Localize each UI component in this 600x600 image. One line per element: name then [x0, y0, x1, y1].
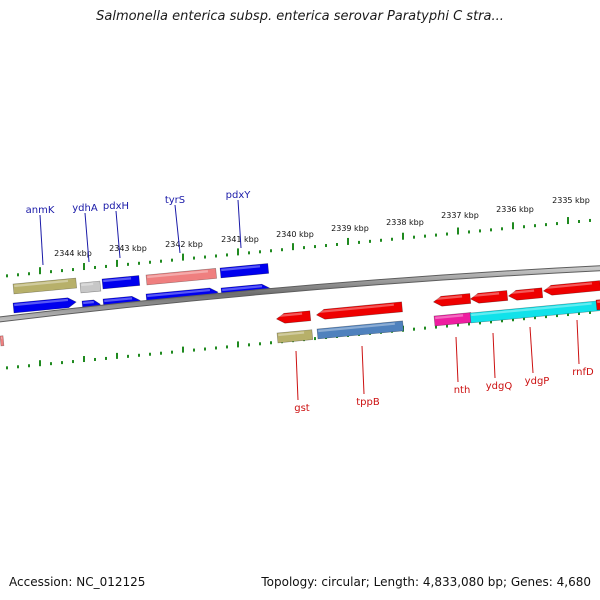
gene-feature[interactable]	[79, 280, 102, 294]
gene-label-pdxH[interactable]: pdxH	[103, 201, 129, 212]
scale-label: 2336 kbp	[496, 205, 534, 214]
gene-labels-layer: anmK ydhA pdxH tyrS pdxY gst tppB nth ydgQ ydgP rn…	[26, 190, 594, 414]
gene-leader-line	[455, 336, 459, 383]
scale-label: 2337 kbp	[441, 211, 479, 220]
accession-label: Accession: NC_012125	[9, 575, 146, 589]
gene-leader-line	[295, 350, 299, 401]
gene-label-ydgQ[interactable]: ydgQ	[486, 381, 513, 392]
scale-label: 2340 kbp	[276, 230, 314, 239]
gene-feature[interactable]	[433, 312, 473, 327]
gene-label-tyrS[interactable]: tyrS	[165, 195, 185, 206]
gene-feature[interactable]	[595, 299, 600, 311]
gene-feature[interactable]	[315, 301, 403, 320]
scale-label: 2338 kbp	[386, 218, 424, 227]
scale-label: 2344 kbp	[54, 249, 92, 258]
map-title: Salmonella enterica subsp. enterica sero…	[96, 9, 504, 24]
gene-label-tppB[interactable]: tppB	[356, 397, 380, 408]
gene-feature[interactable]	[316, 320, 404, 340]
gene-feature[interactable]	[12, 277, 77, 295]
backbone-layer	[0, 265, 600, 323]
upper-ticks-layer	[6, 217, 591, 278]
gene-label-ydhA[interactable]: ydhA	[72, 203, 98, 214]
gene-leader-line	[492, 332, 496, 379]
gene-feature[interactable]	[219, 263, 270, 279]
gene-leader-line	[39, 214, 44, 266]
gene-feature[interactable]	[12, 297, 77, 314]
gene-label-nth[interactable]: nth	[454, 385, 471, 396]
gene-label-gst[interactable]: gst	[294, 403, 310, 414]
gene-leader-line	[361, 345, 365, 395]
gene-label-rnfD[interactable]: rnfD	[572, 367, 594, 378]
gene-leader-line	[576, 319, 580, 365]
gene-feature[interactable]	[469, 290, 509, 304]
gene-label-pdxY[interactable]: pdxY	[226, 190, 252, 201]
gene-leader-line	[115, 210, 121, 259]
gene-feature[interactable]	[101, 275, 141, 290]
gene-label-ydgP[interactable]: ydgP	[525, 376, 550, 387]
gene-feature[interactable]	[469, 300, 600, 324]
gene-feature[interactable]	[432, 293, 472, 307]
scale-label: 2335 kbp	[552, 196, 590, 205]
scale-label: 2343 kbp	[109, 244, 147, 253]
gene-feature[interactable]	[145, 268, 217, 286]
scale-label: 2339 kbp	[331, 224, 369, 233]
gene-label-anmK[interactable]: anmK	[26, 205, 55, 216]
lower-genes-layer	[0, 280, 600, 347]
gene-feature[interactable]	[507, 287, 544, 301]
gene-feature[interactable]	[276, 329, 314, 344]
gene-feature[interactable]	[275, 310, 312, 324]
gene-leader-line	[174, 204, 181, 254]
scale-label: 2342 kbp	[165, 240, 203, 249]
genome-backbone-highlight	[0, 266, 600, 322]
leaders-layer	[39, 199, 580, 401]
gene-leader-line	[237, 199, 242, 249]
gene-leader-line	[529, 326, 534, 374]
gene-feature[interactable]	[542, 280, 600, 296]
genome-summary: Topology: circular; Length: 4,833,080 bp…	[261, 575, 591, 589]
gene-feature[interactable]	[0, 335, 5, 347]
gene-leader-line	[84, 212, 90, 263]
